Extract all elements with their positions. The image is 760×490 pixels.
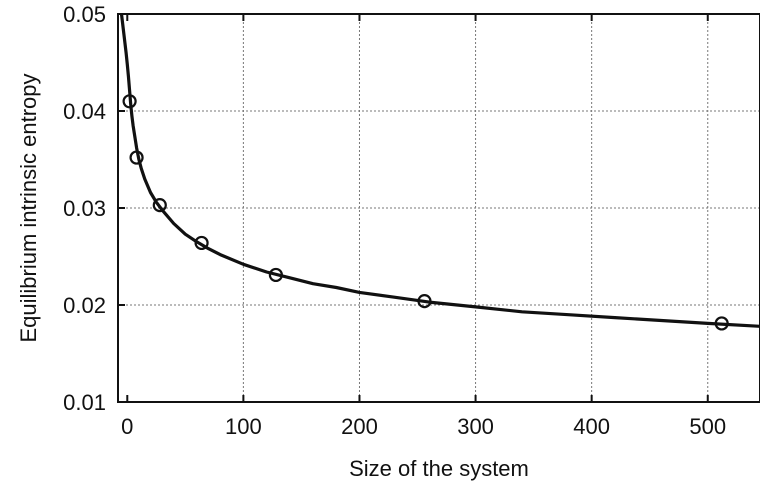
data-point	[714, 316, 729, 331]
data-point	[122, 94, 137, 109]
y-tick-label: 0.03	[63, 196, 106, 221]
x-tick-label: 100	[225, 414, 262, 439]
x-tick-label: 0	[121, 414, 133, 439]
data-point	[268, 267, 283, 283]
y-tick-label: 0.05	[63, 2, 106, 27]
data-points-layer	[122, 94, 729, 331]
x-tick-label: 500	[689, 414, 726, 439]
x-tick-label: 400	[573, 414, 610, 439]
x-tick-label: 200	[341, 414, 378, 439]
x-axis-ticks: 0 100 200 300 400 500	[121, 14, 726, 439]
y-axis-label: Equilibrium intrinsic entropy	[16, 74, 41, 343]
y-tick-label: 0.04	[63, 99, 106, 124]
x-axis-label: Size of the system	[349, 456, 529, 481]
x-tick-label: 300	[457, 414, 494, 439]
data-point	[194, 235, 209, 251]
y-tick-label: 0.01	[63, 390, 106, 415]
y-tick-label: 0.02	[63, 293, 106, 318]
data-point	[152, 197, 167, 213]
fit-curve	[119, 13, 760, 328]
grid	[118, 14, 760, 402]
y-axis-ticks: 0.01 0.02 0.03 0.04 0.05	[63, 2, 125, 415]
fit-curve-layer	[119, 13, 760, 328]
data-point	[417, 294, 432, 309]
data-point	[129, 150, 144, 165]
